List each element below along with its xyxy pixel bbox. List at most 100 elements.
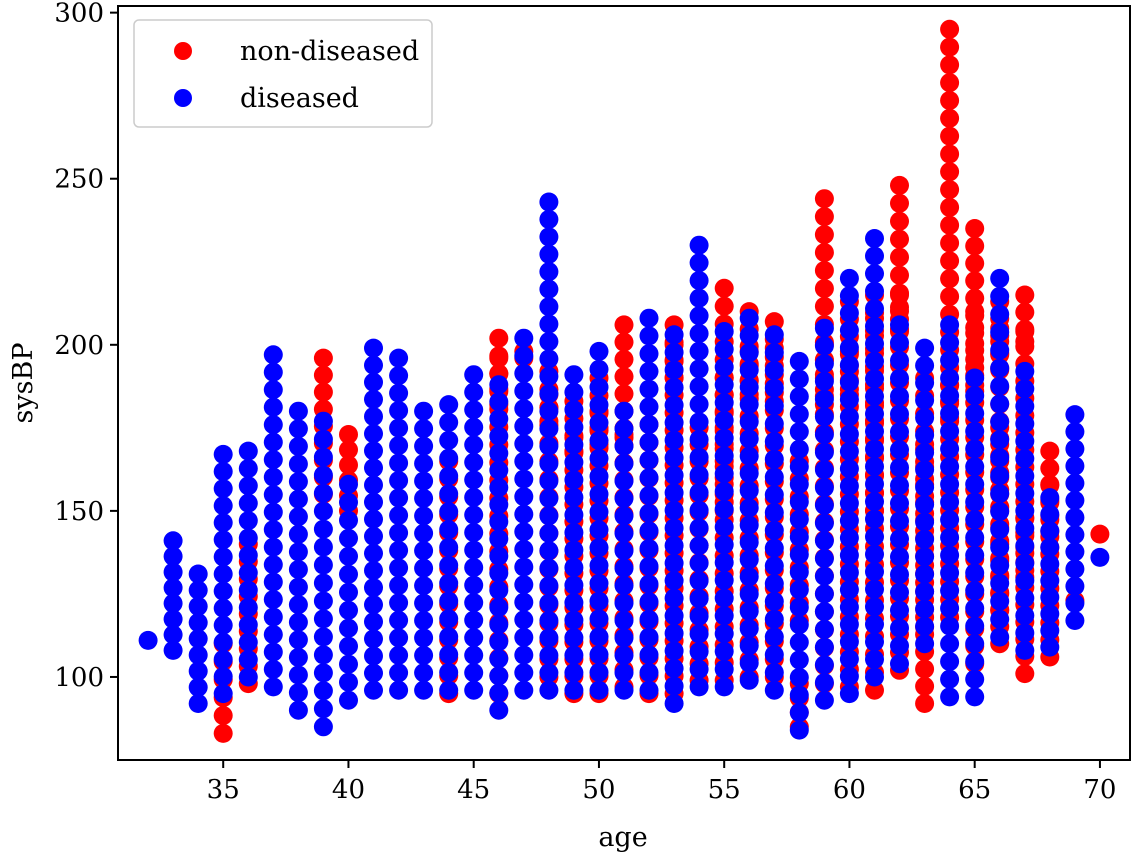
- diseased-point: [1065, 576, 1085, 596]
- legend: non-diseased diseased: [133, 19, 433, 128]
- diseased-point: [764, 503, 784, 522]
- diseased-point: [1040, 587, 1060, 607]
- diseased-point: [1015, 483, 1035, 503]
- diseased-point: [940, 598, 960, 618]
- diseased-point: [865, 562, 884, 582]
- diseased-point: [639, 680, 659, 700]
- diseased-point: [764, 325, 784, 345]
- diseased-point: [564, 593, 584, 613]
- diseased-point: [589, 341, 609, 361]
- diseased-point: [364, 338, 383, 358]
- diseased-point: [689, 306, 709, 326]
- diseased-point: [890, 511, 909, 531]
- non-diseased-point: [213, 723, 233, 743]
- diseased-point: [614, 576, 634, 596]
- diseased-point: [313, 645, 333, 665]
- diseased-point: [313, 483, 333, 503]
- diseased-point: [589, 359, 609, 379]
- x-tick-label: 45: [457, 775, 490, 805]
- diseased-point: [489, 409, 509, 429]
- diseased-point: [915, 634, 935, 654]
- diseased-point: [288, 595, 308, 615]
- diseased-point: [313, 501, 333, 521]
- diseased-point: [965, 474, 985, 494]
- diseased-point: [789, 509, 809, 529]
- diseased-point: [514, 363, 534, 383]
- diseased-point: [614, 419, 634, 439]
- diseased-point: [739, 481, 759, 501]
- diseased-point: [890, 440, 909, 460]
- diseased-point: [714, 464, 734, 484]
- diseased-point: [564, 540, 584, 560]
- diseased-point: [940, 563, 960, 583]
- diseased-point: [1040, 554, 1060, 574]
- diseased-point: [539, 471, 559, 491]
- diseased-point: [439, 680, 459, 700]
- diseased-point: [439, 645, 459, 664]
- diseased-point: [664, 395, 684, 415]
- diseased-point: [839, 372, 859, 392]
- diseased-point: [965, 563, 985, 583]
- diseased-point: [589, 466, 609, 486]
- diseased-point: [539, 332, 559, 351]
- diseased-point: [614, 541, 634, 561]
- diseased-point: [739, 550, 759, 570]
- non-diseased-point: [865, 680, 884, 700]
- diseased-point: [439, 555, 459, 575]
- diseased-point: [589, 645, 609, 665]
- diseased-point: [489, 700, 509, 720]
- diseased-point: [814, 566, 834, 586]
- diseased-point: [188, 661, 208, 681]
- diseased-point: [940, 652, 960, 671]
- y-tick-label: 300: [54, 0, 104, 29]
- diseased-point: [714, 375, 734, 395]
- diseased-point: [789, 597, 809, 617]
- diseased-point: [714, 624, 734, 644]
- non-diseased-point: [614, 315, 634, 335]
- diseased-point: [689, 536, 709, 556]
- diseased-point: [288, 560, 308, 579]
- diseased-point: [389, 436, 409, 455]
- non-diseased-point: [1040, 474, 1060, 494]
- diseased-point: [865, 421, 884, 441]
- diseased-point: [965, 510, 985, 530]
- diseased-point: [814, 460, 834, 480]
- diseased-point: [163, 640, 183, 660]
- diseased-point: [514, 328, 534, 348]
- diseased-point: [890, 618, 909, 638]
- diseased-point: [414, 523, 434, 543]
- diseased-point: [288, 577, 308, 597]
- diseased-point: [439, 502, 459, 522]
- diseased-point: [163, 593, 183, 613]
- diseased-point: [213, 615, 233, 635]
- diseased-point: [664, 553, 684, 573]
- diseased-point: [990, 376, 1010, 396]
- diseased-point: [915, 425, 935, 445]
- diseased-point: [439, 448, 459, 468]
- diseased-point: [364, 475, 383, 495]
- diseased-point: [313, 429, 333, 449]
- diseased-point: [940, 315, 960, 335]
- diseased-point: [364, 509, 383, 529]
- diseased-point: [865, 404, 884, 424]
- non-diseased-point: [890, 193, 909, 213]
- diseased-point: [990, 609, 1010, 629]
- diseased-point: [739, 636, 759, 656]
- diseased-point: [439, 627, 459, 647]
- diseased-point: [539, 314, 559, 334]
- diseased-point: [764, 663, 784, 682]
- diseased-point: [940, 545, 960, 565]
- non-diseased-point: [489, 348, 509, 368]
- diseased-point: [890, 368, 909, 388]
- diseased-point: [714, 446, 734, 466]
- diseased-point: [664, 360, 684, 380]
- diseased-point: [915, 460, 935, 480]
- diseased-point: [965, 616, 985, 636]
- diseased-point: [689, 394, 709, 414]
- diseased-point: [789, 492, 809, 512]
- diseased-point: [814, 336, 834, 356]
- diseased-point: [339, 582, 358, 602]
- diseased-point: [865, 544, 884, 564]
- non-diseased-point: [714, 296, 734, 316]
- diseased-point: [664, 658, 684, 678]
